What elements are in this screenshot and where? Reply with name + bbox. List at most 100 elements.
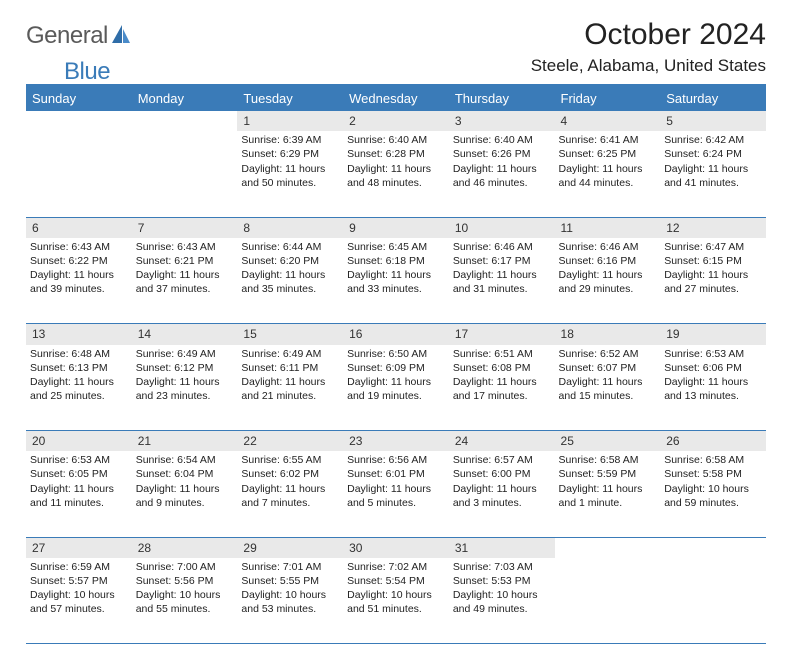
empty-daynum: [555, 537, 661, 558]
day-cell: Sunrise: 6:57 AMSunset: 6:00 PMDaylight:…: [449, 451, 555, 537]
day-number-row: 12345: [26, 111, 766, 131]
day-cell: Sunrise: 6:45 AMSunset: 6:18 PMDaylight:…: [343, 238, 449, 324]
day-cell: Sunrise: 6:52 AMSunset: 6:07 PMDaylight:…: [555, 345, 661, 431]
day-number-row: 20212223242526: [26, 431, 766, 452]
weekday-header: Wednesday: [343, 85, 449, 111]
weekday-header: Sunday: [26, 85, 132, 111]
day-number: 20: [26, 431, 132, 452]
day-content-row: Sunrise: 6:53 AMSunset: 6:05 PMDaylight:…: [26, 451, 766, 537]
day-details: Sunrise: 6:43 AMSunset: 6:22 PMDaylight:…: [30, 238, 128, 297]
day-number: 14: [132, 324, 238, 345]
day-cell: Sunrise: 6:51 AMSunset: 6:08 PMDaylight:…: [449, 345, 555, 431]
weekday-header: Tuesday: [237, 85, 343, 111]
day-number: 31: [449, 537, 555, 558]
logo-text-general: General: [26, 22, 108, 50]
day-details: Sunrise: 6:39 AMSunset: 6:29 PMDaylight:…: [241, 131, 339, 190]
day-details: Sunrise: 6:59 AMSunset: 5:57 PMDaylight:…: [30, 558, 128, 617]
day-number: 26: [660, 431, 766, 452]
logo-sail-icon: [110, 25, 132, 50]
logo-text-blue: Blue: [64, 58, 110, 86]
logo: General: [26, 18, 136, 50]
day-details: Sunrise: 6:55 AMSunset: 6:02 PMDaylight:…: [241, 451, 339, 510]
day-number: 27: [26, 537, 132, 558]
day-number: 30: [343, 537, 449, 558]
day-cell: Sunrise: 6:54 AMSunset: 6:04 PMDaylight:…: [132, 451, 238, 537]
weekday-header: Saturday: [660, 85, 766, 111]
calendar-page: General October 2024 Steele, Alabama, Un…: [0, 0, 792, 664]
day-details: Sunrise: 6:56 AMSunset: 6:01 PMDaylight:…: [347, 451, 445, 510]
weekday-header: Friday: [555, 85, 661, 111]
empty-cell: [132, 131, 238, 217]
day-cell: Sunrise: 6:53 AMSunset: 6:06 PMDaylight:…: [660, 345, 766, 431]
day-cell: Sunrise: 6:40 AMSunset: 6:26 PMDaylight:…: [449, 131, 555, 217]
day-number: 24: [449, 431, 555, 452]
day-details: Sunrise: 6:50 AMSunset: 6:09 PMDaylight:…: [347, 345, 445, 404]
day-cell: Sunrise: 6:50 AMSunset: 6:09 PMDaylight:…: [343, 345, 449, 431]
day-details: Sunrise: 6:42 AMSunset: 6:24 PMDaylight:…: [664, 131, 762, 190]
empty-cell: [660, 558, 766, 644]
day-cell: Sunrise: 6:49 AMSunset: 6:12 PMDaylight:…: [132, 345, 238, 431]
day-number: 3: [449, 111, 555, 131]
day-details: Sunrise: 6:49 AMSunset: 6:11 PMDaylight:…: [241, 345, 339, 404]
day-details: Sunrise: 6:54 AMSunset: 6:04 PMDaylight:…: [136, 451, 234, 510]
day-details: Sunrise: 6:52 AMSunset: 6:07 PMDaylight:…: [559, 345, 657, 404]
day-number: 7: [132, 217, 238, 238]
day-cell: Sunrise: 7:00 AMSunset: 5:56 PMDaylight:…: [132, 558, 238, 644]
day-details: Sunrise: 6:47 AMSunset: 6:15 PMDaylight:…: [664, 238, 762, 297]
day-cell: Sunrise: 6:42 AMSunset: 6:24 PMDaylight:…: [660, 131, 766, 217]
day-number: 1: [237, 111, 343, 131]
day-cell: Sunrise: 6:43 AMSunset: 6:21 PMDaylight:…: [132, 238, 238, 324]
day-cell: Sunrise: 7:02 AMSunset: 5:54 PMDaylight:…: [343, 558, 449, 644]
day-details: Sunrise: 7:03 AMSunset: 5:53 PMDaylight:…: [453, 558, 551, 617]
day-number: 17: [449, 324, 555, 345]
day-cell: Sunrise: 6:58 AMSunset: 5:59 PMDaylight:…: [555, 451, 661, 537]
day-cell: Sunrise: 6:53 AMSunset: 6:05 PMDaylight:…: [26, 451, 132, 537]
day-content-row: Sunrise: 6:48 AMSunset: 6:13 PMDaylight:…: [26, 345, 766, 431]
day-cell: Sunrise: 6:41 AMSunset: 6:25 PMDaylight:…: [555, 131, 661, 217]
day-details: Sunrise: 6:45 AMSunset: 6:18 PMDaylight:…: [347, 238, 445, 297]
empty-cell: [26, 131, 132, 217]
day-content-row: Sunrise: 6:43 AMSunset: 6:22 PMDaylight:…: [26, 238, 766, 324]
day-details: Sunrise: 6:40 AMSunset: 6:28 PMDaylight:…: [347, 131, 445, 190]
day-number: 15: [237, 324, 343, 345]
day-number: 18: [555, 324, 661, 345]
day-details: Sunrise: 7:01 AMSunset: 5:55 PMDaylight:…: [241, 558, 339, 617]
location: Steele, Alabama, United States: [531, 56, 766, 76]
empty-cell: [555, 558, 661, 644]
day-number: 9: [343, 217, 449, 238]
day-cell: Sunrise: 7:01 AMSunset: 5:55 PMDaylight:…: [237, 558, 343, 644]
empty-daynum: [132, 111, 238, 131]
day-number: 19: [660, 324, 766, 345]
day-content-row: Sunrise: 6:39 AMSunset: 6:29 PMDaylight:…: [26, 131, 766, 217]
day-details: Sunrise: 6:53 AMSunset: 6:06 PMDaylight:…: [664, 345, 762, 404]
day-cell: Sunrise: 6:43 AMSunset: 6:22 PMDaylight:…: [26, 238, 132, 324]
day-cell: Sunrise: 6:39 AMSunset: 6:29 PMDaylight:…: [237, 131, 343, 217]
day-number: 29: [237, 537, 343, 558]
day-cell: Sunrise: 6:59 AMSunset: 5:57 PMDaylight:…: [26, 558, 132, 644]
weekday-header: Thursday: [449, 85, 555, 111]
day-number: 22: [237, 431, 343, 452]
day-cell: Sunrise: 7:03 AMSunset: 5:53 PMDaylight:…: [449, 558, 555, 644]
weekday-header-row: SundayMondayTuesdayWednesdayThursdayFrid…: [26, 85, 766, 111]
day-cell: Sunrise: 6:46 AMSunset: 6:17 PMDaylight:…: [449, 238, 555, 324]
day-cell: Sunrise: 6:55 AMSunset: 6:02 PMDaylight:…: [237, 451, 343, 537]
day-number: 12: [660, 217, 766, 238]
day-number-row: 13141516171819: [26, 324, 766, 345]
day-number: 8: [237, 217, 343, 238]
empty-daynum: [660, 537, 766, 558]
calendar-table: SundayMondayTuesdayWednesdayThursdayFrid…: [26, 84, 766, 644]
header: General October 2024 Steele, Alabama, Un…: [26, 18, 766, 76]
day-number-row: 2728293031: [26, 537, 766, 558]
day-details: Sunrise: 6:41 AMSunset: 6:25 PMDaylight:…: [559, 131, 657, 190]
day-number-row: 6789101112: [26, 217, 766, 238]
day-number: 10: [449, 217, 555, 238]
day-cell: Sunrise: 6:49 AMSunset: 6:11 PMDaylight:…: [237, 345, 343, 431]
day-details: Sunrise: 6:43 AMSunset: 6:21 PMDaylight:…: [136, 238, 234, 297]
day-cell: Sunrise: 6:44 AMSunset: 6:20 PMDaylight:…: [237, 238, 343, 324]
day-cell: Sunrise: 6:47 AMSunset: 6:15 PMDaylight:…: [660, 238, 766, 324]
day-cell: Sunrise: 6:48 AMSunset: 6:13 PMDaylight:…: [26, 345, 132, 431]
day-details: Sunrise: 6:53 AMSunset: 6:05 PMDaylight:…: [30, 451, 128, 510]
day-cell: Sunrise: 6:46 AMSunset: 6:16 PMDaylight:…: [555, 238, 661, 324]
day-details: Sunrise: 6:58 AMSunset: 5:59 PMDaylight:…: [559, 451, 657, 510]
day-number: 21: [132, 431, 238, 452]
